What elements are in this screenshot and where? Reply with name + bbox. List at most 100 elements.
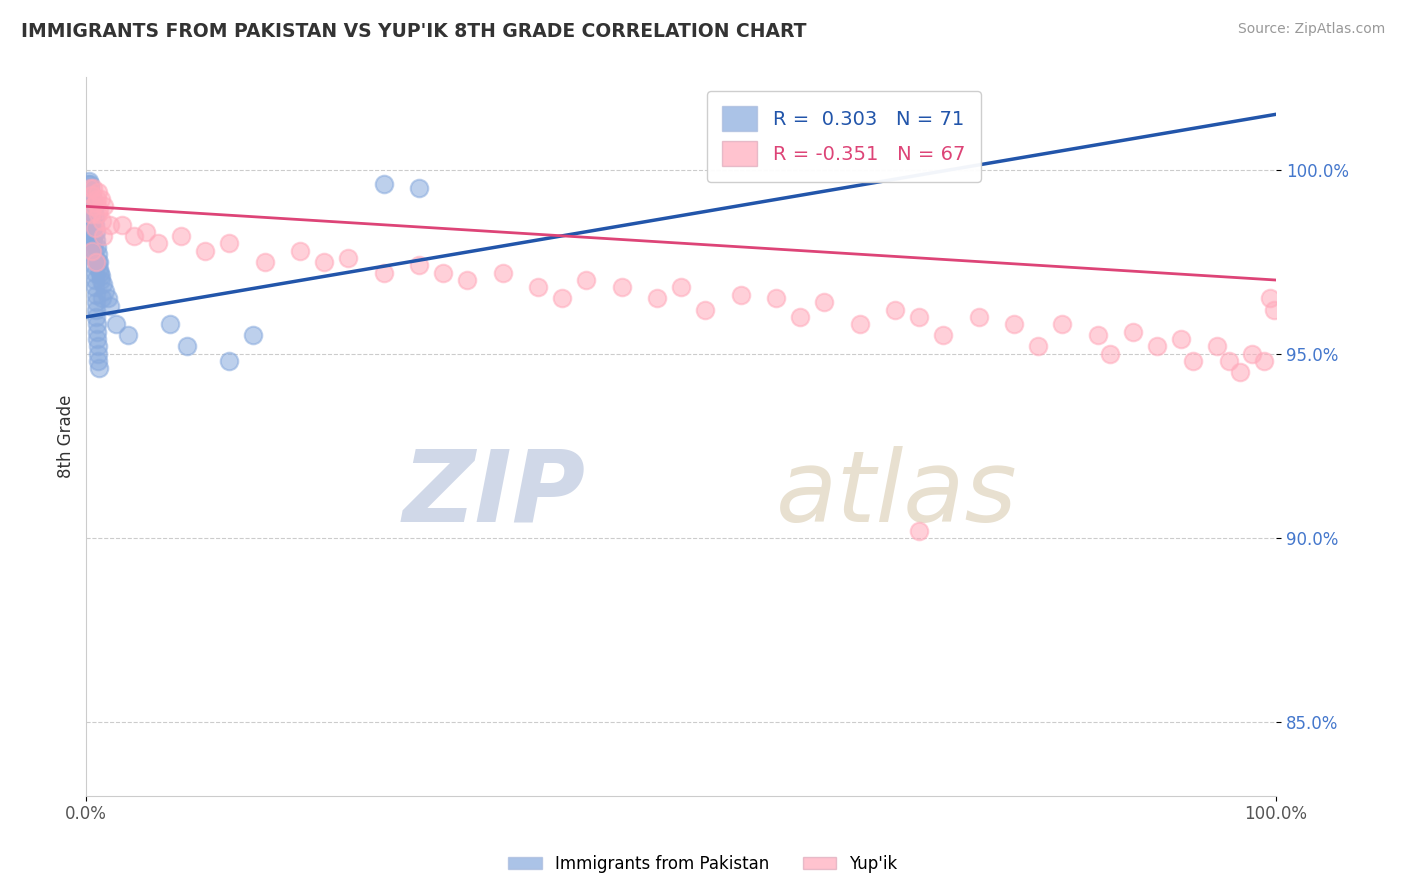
Point: [80, 207, 103, 221]
Point: [647, 292, 669, 306]
Point: [83, 202, 105, 217]
Point: [97, 292, 120, 306]
Point: [170, 228, 193, 243]
Point: [89, 254, 111, 268]
Point: [86, 233, 108, 247]
Point: [908, 310, 931, 324]
Point: [908, 524, 931, 538]
Point: [82, 211, 104, 225]
Text: IMMIGRANTS FROM PAKISTAN VS YUP'IK 8TH GRADE CORRELATION CHART: IMMIGRANTS FROM PAKISTAN VS YUP'IK 8TH G…: [21, 22, 807, 41]
Point: [117, 328, 139, 343]
Point: [86, 325, 108, 339]
Point: [90, 214, 112, 228]
Point: [77, 207, 100, 221]
Point: [551, 292, 574, 306]
Point: [432, 266, 454, 280]
Point: [84, 280, 107, 294]
Text: ZIP: ZIP: [404, 446, 586, 542]
Point: [86, 240, 108, 254]
Point: [1181, 354, 1204, 368]
Point: [89, 262, 111, 277]
Point: [83, 244, 105, 258]
Point: [1002, 318, 1025, 332]
Point: [79, 192, 101, 206]
Point: [94, 284, 117, 298]
Point: [86, 332, 108, 346]
Point: [82, 181, 104, 195]
Point: [87, 207, 110, 221]
Point: [1263, 302, 1285, 317]
Point: [84, 287, 107, 301]
Point: [77, 185, 100, 199]
Point: [82, 192, 104, 206]
Point: [77, 188, 100, 202]
Point: [492, 266, 515, 280]
Point: [290, 244, 312, 258]
Point: [111, 218, 134, 232]
Point: [79, 181, 101, 195]
Point: [765, 292, 787, 306]
Point: [80, 199, 103, 213]
Point: [1170, 332, 1192, 346]
Legend: R =  0.303   N = 71, R = -0.351   N = 67: R = 0.303 N = 71, R = -0.351 N = 67: [707, 91, 981, 182]
Point: [967, 310, 990, 324]
Point: [1205, 339, 1227, 353]
Point: [77, 178, 100, 192]
Point: [98, 218, 121, 232]
Point: [1087, 328, 1109, 343]
Legend: Immigrants from Pakistan, Yup'ik: Immigrants from Pakistan, Yup'ik: [502, 848, 904, 880]
Point: [1050, 318, 1073, 332]
Point: [83, 273, 105, 287]
Point: [84, 302, 107, 317]
Point: [84, 218, 107, 232]
Point: [373, 178, 395, 192]
Point: [884, 302, 907, 317]
Point: [90, 192, 112, 206]
Point: [242, 328, 264, 343]
Point: [527, 280, 550, 294]
Point: [83, 266, 105, 280]
Point: [146, 236, 169, 251]
Point: [932, 328, 955, 343]
Point: [87, 185, 110, 199]
Point: [82, 221, 104, 235]
Point: [80, 236, 103, 251]
Point: [1146, 339, 1168, 353]
Point: [91, 228, 114, 243]
Point: [84, 225, 107, 239]
Point: [82, 188, 104, 202]
Point: [86, 192, 108, 206]
Point: [1253, 354, 1275, 368]
Point: [82, 228, 104, 243]
Point: [82, 236, 104, 251]
Point: [82, 244, 104, 258]
Point: [84, 254, 107, 268]
Point: [194, 244, 217, 258]
Point: [1098, 347, 1121, 361]
Point: [77, 173, 100, 187]
Point: [80, 207, 103, 221]
Text: Source: ZipAtlas.com: Source: ZipAtlas.com: [1237, 22, 1385, 37]
Point: [1026, 339, 1049, 353]
Point: [80, 214, 103, 228]
Point: [730, 287, 752, 301]
Point: [456, 273, 478, 287]
Point: [87, 254, 110, 268]
Point: [789, 310, 811, 324]
Point: [575, 273, 598, 287]
Point: [87, 361, 110, 376]
Point: [79, 181, 101, 195]
Point: [253, 254, 276, 268]
Point: [1258, 292, 1281, 306]
Point: [122, 228, 145, 243]
Point: [90, 269, 112, 284]
Point: [610, 280, 633, 294]
Point: [159, 318, 181, 332]
Point: [1218, 354, 1240, 368]
Point: [80, 202, 103, 217]
Point: [79, 185, 101, 199]
Point: [89, 266, 111, 280]
Point: [86, 247, 108, 261]
Point: [82, 199, 104, 213]
Point: [84, 295, 107, 310]
